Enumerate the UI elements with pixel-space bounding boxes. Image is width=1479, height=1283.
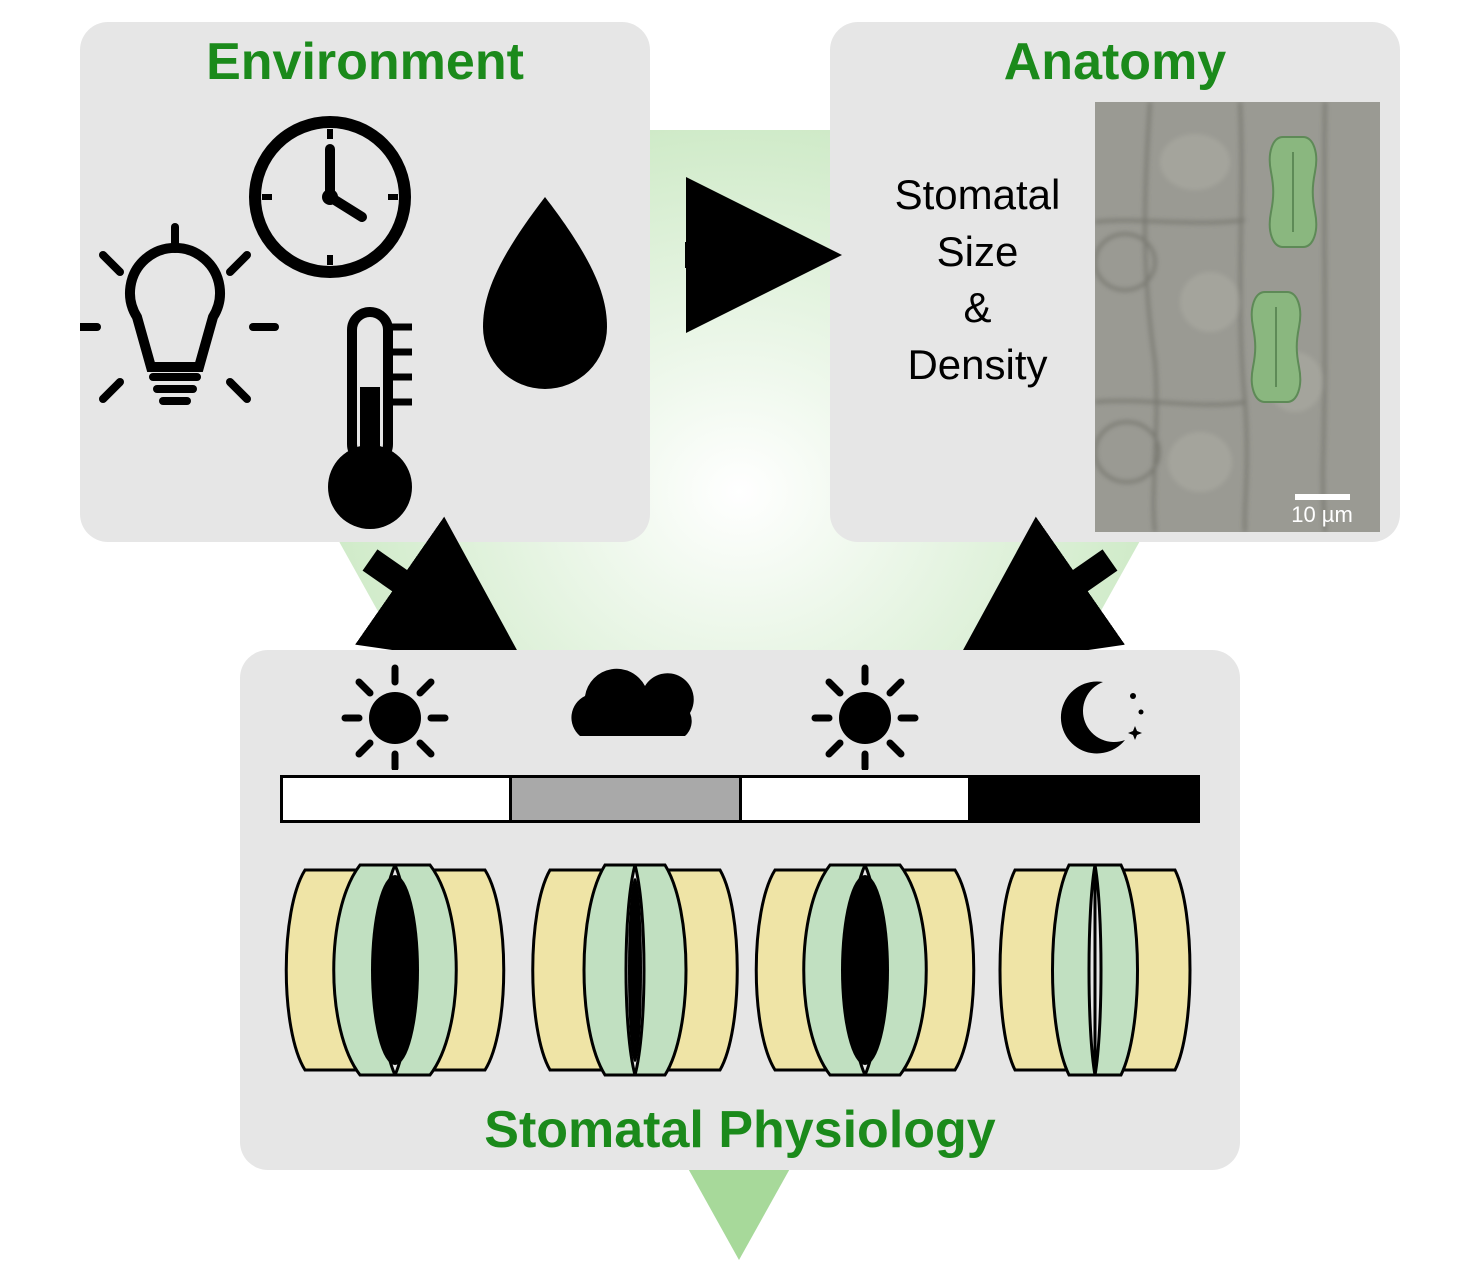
water-drop-icon	[483, 197, 607, 389]
timeline-seg-sun	[283, 778, 509, 820]
anatomy-label: Stomatal Size & Density	[860, 167, 1095, 394]
anatomy-title: Anatomy	[830, 22, 1400, 92]
stomata-row	[240, 830, 1240, 1110]
anatomy-panel: Anatomy Stomatal Size & Density	[830, 22, 1400, 542]
scale-bar: 10 µm	[1291, 497, 1353, 527]
thermometer-icon	[328, 312, 412, 529]
sun-icon	[345, 668, 445, 768]
micrograph-stoma	[1270, 137, 1317, 247]
timeline-seg-cloud	[509, 778, 741, 820]
scale-bar-label: 10 µm	[1291, 502, 1353, 527]
anatomy-label-line: &	[860, 280, 1095, 337]
stoma-diagram	[286, 865, 504, 1075]
environment-panel: Environment	[80, 22, 650, 542]
timeline-icons	[240, 660, 1240, 770]
lightbulb-icon	[80, 227, 275, 401]
environment-icons	[80, 82, 650, 542]
physiology-title: Stomatal Physiology	[240, 1100, 1240, 1160]
stoma-diagram	[1000, 865, 1190, 1075]
sun-icon	[815, 668, 915, 768]
anatomy-label-line: Density	[860, 337, 1095, 394]
timeline-seg-moon	[971, 778, 1197, 820]
micrograph-stoma	[1252, 292, 1301, 402]
anatomy-label-line: Stomatal	[860, 167, 1095, 224]
physiology-panel: Stomatal Physiology	[240, 650, 1240, 1170]
stoma-diagram	[756, 865, 974, 1075]
stoma-diagram	[533, 865, 738, 1075]
timeline-bar	[280, 775, 1200, 823]
micrograph-image: 10 µm	[1095, 102, 1380, 532]
clock-icon	[255, 122, 405, 272]
cloud-icon	[571, 669, 693, 736]
anatomy-label-line: Size	[860, 224, 1095, 281]
moon-icon	[1061, 681, 1144, 753]
timeline-seg-sun	[742, 778, 971, 820]
